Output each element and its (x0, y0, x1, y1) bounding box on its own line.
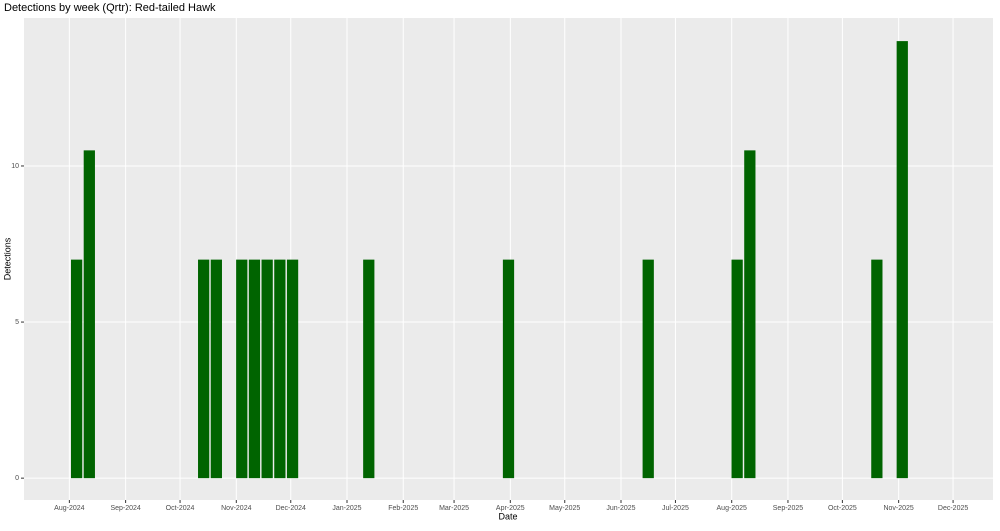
bar (896, 41, 908, 479)
bar (261, 259, 273, 479)
x-tick-label: Dec-2025 (938, 505, 968, 512)
y-tick-label: 10 (11, 163, 19, 170)
x-tick-label: May-2025 (549, 505, 580, 512)
bar (731, 259, 743, 479)
x-tick-label: Aug-2024 (54, 505, 84, 512)
x-tick-label: Aug-2025 (717, 505, 747, 512)
bar (274, 259, 286, 479)
bar (248, 259, 261, 479)
bar (83, 150, 95, 479)
x-tick-label: Mar-2025 (439, 505, 469, 512)
bar (198, 259, 210, 479)
bar (502, 259, 515, 479)
bar (744, 150, 756, 479)
x-tick-label: Jan-2025 (332, 505, 361, 512)
x-tick-label: Oct-2024 (166, 505, 195, 512)
bar (286, 259, 299, 479)
bar (871, 259, 883, 479)
x-tick-label: Nov-2024 (221, 505, 251, 512)
chart-title: Detections by week (Qrtr): Red-tailed Ha… (4, 2, 216, 14)
x-tick-label: Jun-2025 (606, 505, 635, 512)
bar (70, 259, 83, 479)
x-tick-label: Jul-2025 (662, 505, 689, 512)
y-axis-label: Detections (2, 237, 12, 280)
x-tick-label: Oct-2025 (828, 505, 857, 512)
x-tick-label: Sep-2024 (110, 505, 140, 512)
y-tick-label: 0 (15, 475, 19, 482)
bar (210, 259, 222, 479)
bar (236, 259, 248, 479)
bar (363, 259, 375, 479)
bar (642, 259, 654, 479)
x-tick-label: Apr-2025 (496, 505, 525, 512)
x-tick-label: Nov-2025 (883, 505, 913, 512)
x-axis-label: Date (498, 511, 517, 521)
y-tick-label: 5 (15, 319, 19, 326)
x-tick-label: Sep-2025 (773, 505, 803, 512)
x-tick-label: Feb-2025 (388, 505, 418, 512)
x-tick-label: Dec-2024 (276, 505, 306, 512)
